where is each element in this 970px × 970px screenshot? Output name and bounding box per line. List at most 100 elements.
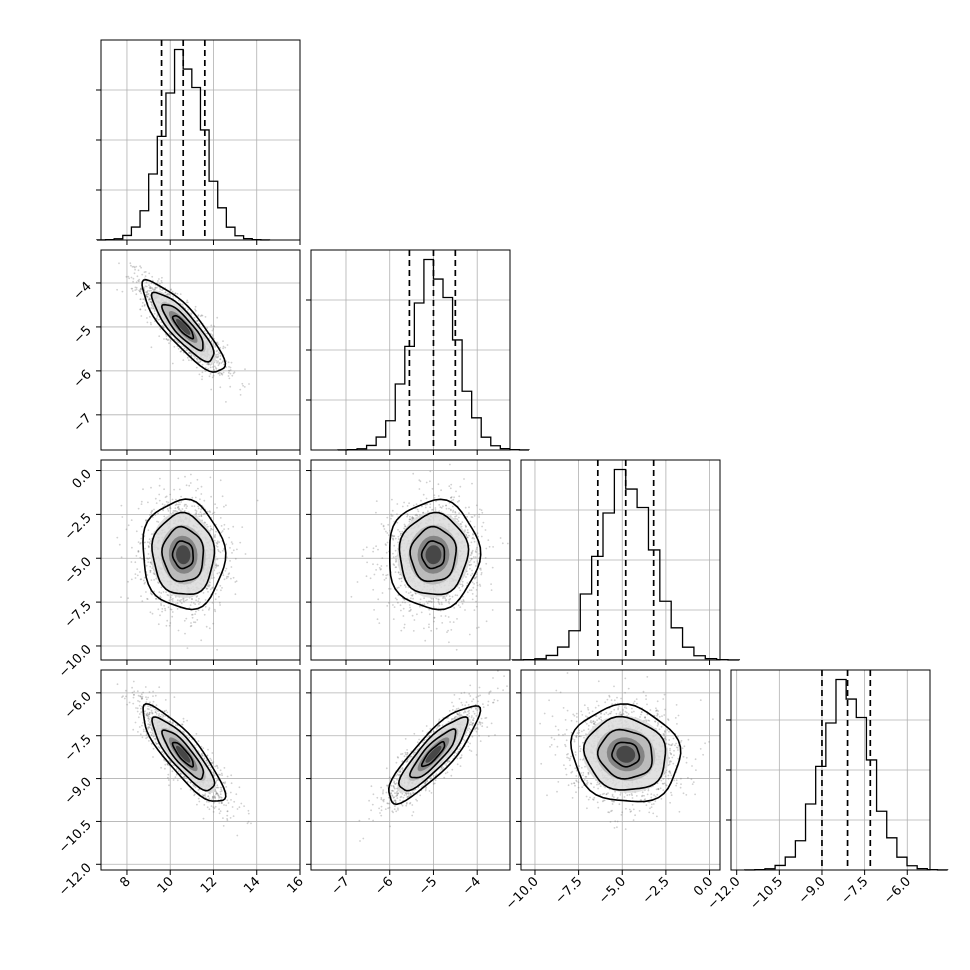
sample-point [160,280,163,282]
sample-point [153,590,156,593]
sample-point [228,365,230,368]
sample-point [437,598,439,600]
sample-point [177,506,179,508]
sample-point [150,742,153,745]
sample-point [485,562,488,565]
sample-point [219,358,222,361]
sample-point [464,609,466,611]
sample-point [382,525,385,528]
sample-point [216,506,218,509]
sample-point [139,288,142,291]
sample-point [468,534,470,537]
sample-point [186,505,189,508]
sample-point [155,502,158,504]
sample-point [221,373,224,376]
sample-point [419,605,421,608]
panel-frame [100,249,301,451]
sample-point [475,595,478,597]
sample-point [150,289,153,292]
sample-point [447,629,449,632]
sample-point [149,611,152,614]
sample-point [139,298,142,300]
sample-point [417,510,420,513]
sample-point [176,292,179,295]
sample-point [393,544,396,547]
sample-point [212,328,215,330]
sample-point [386,605,389,607]
sample-point [472,533,474,535]
density-region [425,545,442,565]
sample-point [161,325,164,328]
sample-point [145,281,148,284]
sample-point [440,506,443,509]
sample-point [133,265,135,268]
sample-point [220,589,222,592]
sample-point [139,298,142,301]
sample-point [172,597,174,600]
sample-point [474,576,477,579]
sample-point [466,536,469,539]
sample-point [465,576,467,578]
sample-point [388,587,390,590]
sample-point [470,563,473,566]
sample-point [130,519,133,521]
sample-point [457,604,460,607]
sample-point [212,528,214,531]
sample-point [215,565,218,568]
sample-point [418,488,421,490]
sample-point [181,303,184,306]
sample-point [148,290,151,292]
sample-point [365,575,368,578]
sample-point [139,542,142,545]
sample-point [156,286,158,289]
sample-point [390,513,393,516]
sample-point [135,281,138,284]
sample-point [471,581,474,584]
sample-point [161,608,164,610]
sample-point [448,598,451,601]
sample-point [158,278,160,280]
sample-point [412,504,415,507]
sample-point [476,562,479,564]
sample-point [395,566,398,569]
sample-point [458,495,461,498]
sample-point [385,544,387,546]
sample-point [210,324,213,327]
sample-point [161,503,164,505]
sample-point [214,566,217,569]
sample-point [469,564,471,567]
sample-point [216,545,219,548]
sample-point [217,364,220,367]
sample-point [150,540,152,542]
sample-point [409,606,411,609]
sample-point [154,514,157,517]
sample-point [456,594,459,597]
sample-point [149,287,152,290]
sample-point [200,508,202,511]
sample-point [203,512,206,515]
sample-point [380,568,382,570]
sample-point [454,511,457,514]
sample-point [454,594,457,596]
sample-point [477,535,479,538]
sample-point [125,275,128,278]
sample-point [191,616,194,619]
sample-point [217,564,219,567]
sample-point [141,273,144,276]
sample-point [471,516,474,518]
sample-point [392,552,394,555]
sample-point [209,511,212,513]
sample-point [153,508,155,511]
sample-point [143,582,146,585]
sample-point [121,290,124,293]
sample-point [397,541,399,544]
sample-point [147,545,150,547]
sample-point [225,567,228,570]
sample-point [135,293,138,296]
sample-point [99,242,101,244]
sample-point [491,566,494,569]
sample-point [403,523,406,526]
sample-point [151,612,154,615]
sample-point [476,560,479,563]
sample-point [231,543,234,545]
